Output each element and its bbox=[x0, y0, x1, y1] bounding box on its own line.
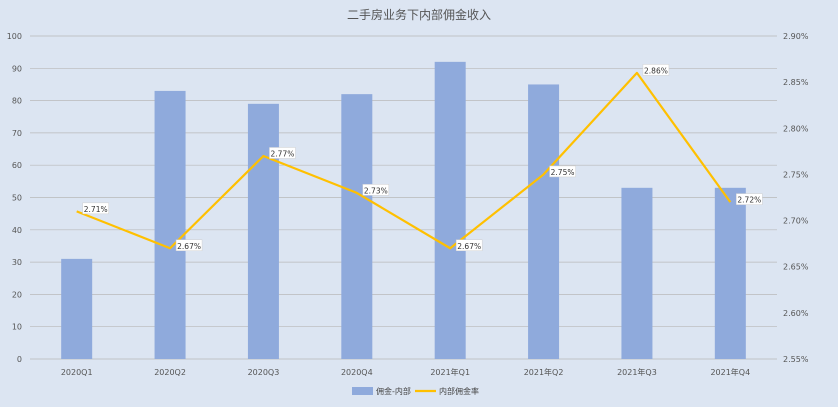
chart-title: 二手房业务下内部佣金收入 bbox=[347, 7, 491, 22]
line-series bbox=[76, 71, 732, 250]
data-label: 2.75% bbox=[551, 168, 575, 177]
data-label: 2.72% bbox=[737, 196, 761, 205]
x-tick-label: 2020Q2 bbox=[154, 368, 186, 377]
data-label-box bbox=[549, 165, 576, 178]
y2-tick-label: 2.60% bbox=[783, 309, 809, 318]
bar bbox=[247, 103, 279, 359]
data-label: 2.67% bbox=[177, 242, 201, 251]
data-label-box bbox=[175, 239, 203, 252]
data-label: 2.77% bbox=[271, 149, 295, 158]
y-tick-label: 60 bbox=[12, 161, 22, 170]
data-label-box bbox=[82, 202, 109, 215]
data-label: 2.86% bbox=[644, 66, 668, 75]
x-tick-label: 2021年Q2 bbox=[524, 367, 564, 377]
x-tick-label: 2020Q4 bbox=[341, 368, 373, 377]
y2-tick-label: 2.85% bbox=[783, 78, 809, 87]
bar bbox=[714, 187, 746, 359]
y-tick-label: 70 bbox=[12, 129, 22, 138]
y2-tick-label: 2.80% bbox=[783, 124, 809, 133]
legend-label-line: 内部佣金率 bbox=[439, 386, 479, 396]
bar bbox=[434, 61, 466, 360]
bar bbox=[528, 84, 560, 359]
legend-swatch-bar bbox=[352, 387, 373, 395]
y-tick-label: 0 bbox=[17, 355, 22, 364]
y-tick-label: 100 bbox=[7, 32, 22, 41]
data-label-box bbox=[362, 184, 390, 196]
y2-tick-label: 2.90% bbox=[783, 32, 809, 41]
y-tick-label: 80 bbox=[12, 97, 22, 106]
data-label: 2.71% bbox=[84, 205, 108, 214]
bar bbox=[154, 90, 186, 359]
data-label: 2.73% bbox=[364, 186, 388, 195]
data-label-box bbox=[455, 239, 483, 252]
y-tick-label: 20 bbox=[12, 290, 22, 299]
y-tick-label: 90 bbox=[12, 64, 22, 73]
y2-tick-label: 2.55% bbox=[783, 355, 809, 364]
y-tick-label: 30 bbox=[12, 258, 22, 267]
y2-tick-label: 2.75% bbox=[783, 170, 809, 179]
y-tick-label: 50 bbox=[12, 194, 22, 203]
data-label-box bbox=[269, 147, 296, 159]
x-tick-label: 2020Q1 bbox=[61, 368, 93, 377]
x-tick-label: 2021年Q1 bbox=[430, 367, 470, 377]
data-label-box bbox=[736, 193, 763, 205]
data-label: 2.67% bbox=[457, 242, 481, 251]
bar bbox=[341, 94, 373, 359]
y-tick-label: 10 bbox=[12, 323, 22, 332]
y2-tick-label: 2.70% bbox=[783, 217, 809, 226]
bar bbox=[621, 187, 653, 359]
y-tick-label: 40 bbox=[12, 226, 22, 235]
data-label-box bbox=[642, 64, 670, 76]
y2-tick-label: 2.65% bbox=[783, 263, 809, 272]
bar bbox=[61, 258, 93, 359]
legend-label-bar: 佣金-内部 bbox=[376, 386, 411, 396]
x-tick-label: 2021年Q4 bbox=[710, 367, 750, 377]
x-tick-label: 2020Q3 bbox=[248, 368, 280, 377]
x-tick-label: 2021年Q3 bbox=[617, 367, 657, 377]
